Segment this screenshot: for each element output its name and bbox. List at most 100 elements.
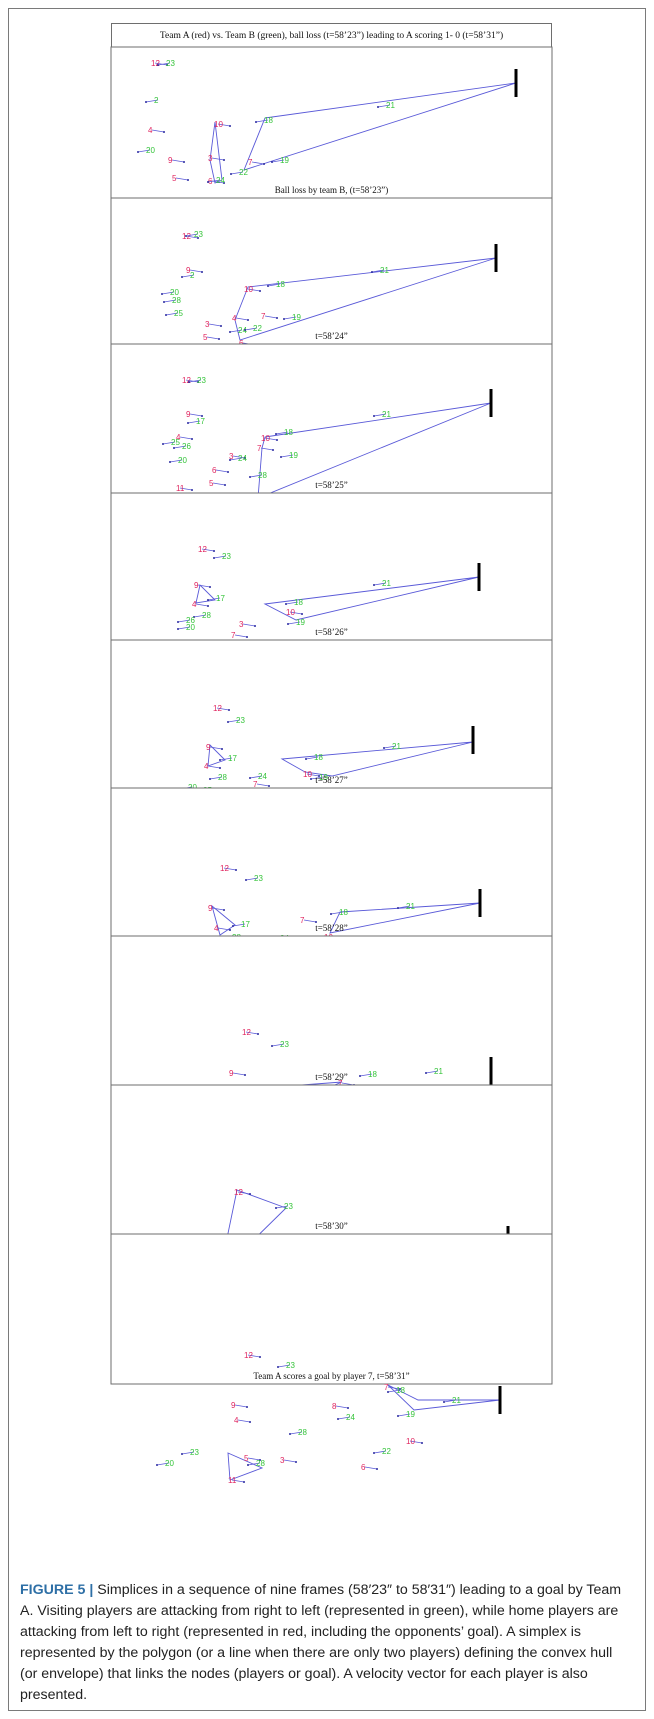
velocity-tip [207, 181, 209, 183]
velocity-vector [193, 614, 207, 618]
player-label: 17 [228, 754, 237, 763]
velocity-tip [373, 584, 375, 586]
player-label: 5 [244, 1454, 249, 1463]
frame-9: 12 23 9 4 8 24 28 7 18 21 19 10 22 6 20 23 5 28 3 11 Team A … [110, 1233, 553, 1485]
velocity-vector [207, 765, 221, 769]
velocity-vector [232, 923, 246, 927]
velocity-vector [264, 437, 278, 441]
figure-caption: FIGURE 5 | Simplices in a sequence of ni… [20, 1580, 632, 1706]
velocity-tip [245, 879, 247, 881]
player-label: 20 [165, 1459, 174, 1468]
frame-border [110, 639, 553, 789]
player-label: 19 [319, 773, 328, 782]
velocity-vector [165, 312, 179, 316]
velocity-tip [227, 471, 229, 473]
velocity-vector [154, 62, 168, 66]
velocity-vector [277, 1364, 291, 1368]
velocity-tip [219, 759, 221, 761]
velocity-vector [216, 707, 230, 711]
velocity-tip [223, 159, 225, 161]
velocity-vector [181, 274, 195, 278]
velocity-tip [229, 125, 231, 127]
velocity-vector [247, 1354, 261, 1358]
velocity-vector [162, 441, 176, 445]
velocity-vector [185, 233, 199, 237]
player-label: 23 [236, 716, 245, 725]
velocity-tip [197, 381, 199, 383]
velocity-tip [165, 314, 167, 316]
velocity-tip [301, 613, 303, 615]
player-label: 21 [392, 742, 401, 751]
velocity-vector [249, 474, 263, 478]
player-label: 28 [202, 611, 211, 620]
velocity-tip [201, 415, 203, 417]
player-label: 23 [286, 1361, 295, 1370]
velocity-tip [397, 907, 399, 909]
velocity-vector [177, 619, 191, 623]
velocity-tip [283, 318, 285, 320]
player-label: 12 [242, 1028, 251, 1037]
player-label: 7 [253, 780, 258, 789]
player-label: 7 [384, 1383, 389, 1392]
velocity-vector [373, 1450, 387, 1454]
frame-border [110, 1084, 553, 1235]
velocity-tip [163, 131, 165, 133]
velocity-tip [197, 237, 199, 239]
player-label: 18 [314, 753, 323, 762]
velocity-vector [227, 719, 241, 723]
player-label: 5 [203, 333, 208, 342]
velocity-vector [185, 235, 199, 239]
velocity-tip [227, 721, 229, 723]
velocity-tip [181, 1453, 183, 1455]
velocity-vector [189, 269, 203, 273]
velocity-tip [247, 1464, 249, 1466]
player-label: 12 [151, 59, 160, 68]
player-label: 9 [186, 266, 191, 275]
frame-border [110, 343, 553, 494]
velocity-vector [235, 317, 249, 321]
player-label: 28 [256, 1459, 265, 1468]
velocity-tip [276, 439, 278, 441]
velocity-vector [145, 99, 159, 103]
caption-body: Simplices in a sequence of nine frames (… [20, 1582, 622, 1703]
velocity-tip [244, 329, 246, 331]
frame-border [110, 492, 553, 641]
frame-caption: Team A scores a goal by player 7, t=58’3… [253, 1371, 409, 1381]
velocity-vector [229, 457, 243, 461]
simplex-polygon [263, 576, 480, 621]
player-label: 24 [346, 1413, 355, 1422]
velocity-tip [218, 338, 220, 340]
velocity-vector [330, 911, 344, 915]
velocity-vector [264, 315, 278, 319]
player-label: 20 [170, 288, 179, 297]
velocity-tip [243, 1481, 245, 1483]
velocity-tip [209, 778, 211, 780]
player-label: 19 [406, 1410, 415, 1419]
velocity-tip [173, 447, 175, 449]
velocity-vector [251, 161, 265, 165]
velocity-tip [145, 101, 147, 103]
velocity-tip [249, 1193, 251, 1195]
velocity-tip [373, 1452, 375, 1454]
player-label: 21 [382, 579, 391, 588]
velocity-vector [232, 455, 246, 459]
velocity-vector [209, 776, 223, 780]
velocity-tip [246, 1406, 248, 1408]
player-label: 19 [296, 618, 305, 627]
velocity-vector [267, 283, 281, 287]
velocity-tip [187, 179, 189, 181]
velocity-tip [207, 599, 209, 601]
velocity-vector [244, 327, 258, 331]
velocity-tip [387, 1391, 389, 1393]
velocity-vector [207, 597, 221, 601]
velocity-vector [397, 905, 411, 909]
velocity-tip [443, 1401, 445, 1403]
velocity-vector [188, 379, 202, 383]
velocity-vector [287, 621, 301, 625]
velocity-tip [244, 1074, 246, 1076]
velocity-tip [229, 929, 231, 931]
frame-8: 12232492417267182119102262023112853t=58’… [110, 1084, 553, 1325]
velocity-tip [161, 293, 163, 295]
player-label: 9 [186, 410, 191, 419]
player-label: 12 [182, 376, 191, 385]
